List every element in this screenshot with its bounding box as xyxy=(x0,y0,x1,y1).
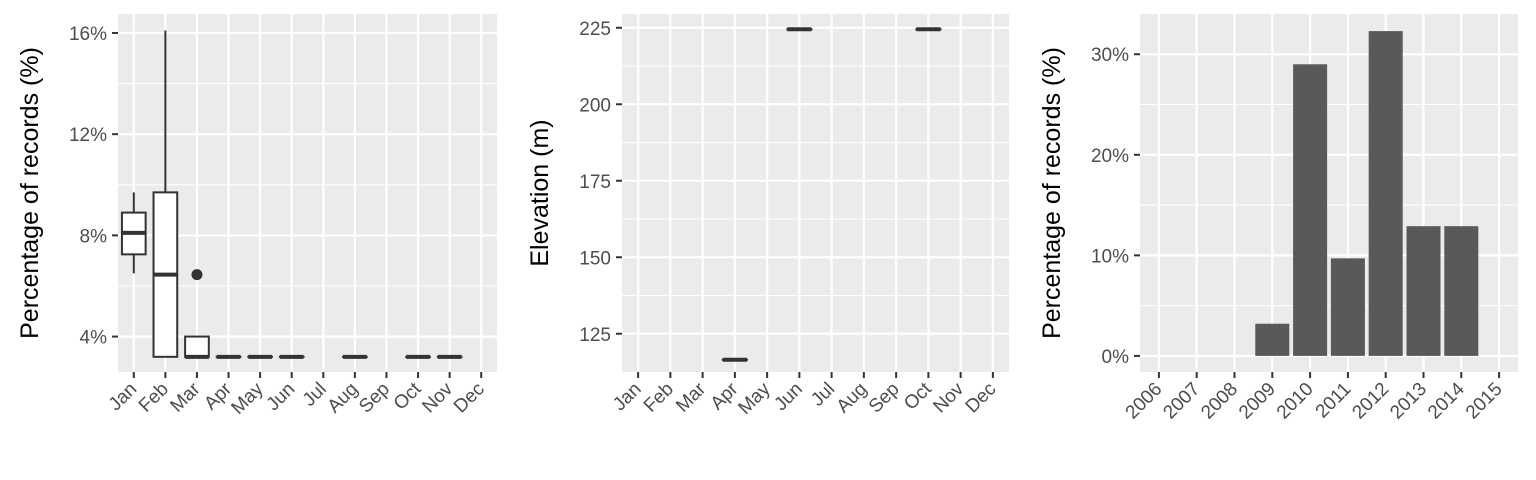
y-tick-label: 175 xyxy=(579,172,611,193)
x-tick-label: Dec xyxy=(962,379,1001,418)
x-tick-label: Sep xyxy=(865,379,904,418)
x-tick-label: 2010 xyxy=(1273,379,1318,424)
x-tick-label: Aug xyxy=(833,379,872,418)
y-tick-label: 4% xyxy=(80,328,108,349)
bar-2014 xyxy=(1444,226,1479,356)
x-tick-label: May xyxy=(227,378,268,419)
y-tick-label: 20% xyxy=(1091,146,1129,167)
x-tick-label: Feb xyxy=(640,379,678,417)
x-tick-label: 2015 xyxy=(1462,379,1507,424)
y-tick-label: 125 xyxy=(579,325,611,346)
y-tick-label: 10% xyxy=(1091,246,1129,267)
x-tick-label: Oct xyxy=(390,378,426,414)
x-tick-label: 2014 xyxy=(1424,378,1469,423)
y-axis-title: Percentage of records (%) xyxy=(16,47,44,339)
y-tick-label: 30% xyxy=(1091,45,1129,66)
x-tick-label: Jul xyxy=(807,379,839,411)
bar-2009 xyxy=(1255,323,1290,356)
y-axis-title: Elevation (m) xyxy=(526,119,554,266)
x-tick-label: 2006 xyxy=(1122,379,1167,424)
x-tick-label: Oct xyxy=(900,378,936,414)
bar-2013 xyxy=(1406,226,1441,356)
x-tick-label: Feb xyxy=(135,379,173,417)
y-tick-label: 12% xyxy=(69,125,107,146)
box-mar xyxy=(184,269,210,359)
y-axis-title: Percentage of records (%) xyxy=(1038,47,1066,339)
x-tick-label: Jun xyxy=(770,379,807,416)
bar-2010 xyxy=(1293,64,1328,356)
x-tick-label: Mar xyxy=(672,378,710,416)
y-tick-label: 225 xyxy=(579,19,611,40)
x-tick-label: 2009 xyxy=(1235,379,1280,424)
x-tick-label: 2012 xyxy=(1348,379,1393,424)
x-tick-label: 2007 xyxy=(1159,379,1204,424)
x-tick-label: Jan xyxy=(105,379,142,416)
y-tick-label: 0% xyxy=(1102,347,1130,368)
plot-panel xyxy=(622,14,1009,372)
yearly-percentage-bar-chart: 0%10%20%30%20062007200820092010201120122… xyxy=(1038,14,1518,423)
x-tick-label: Sep xyxy=(355,379,394,418)
x-tick-label: Mar xyxy=(166,378,204,416)
bar-2011 xyxy=(1330,258,1365,356)
x-tick-label: Dec xyxy=(450,379,489,418)
box-jan xyxy=(120,192,147,274)
x-tick-label: May xyxy=(734,378,775,419)
y-tick-label: 150 xyxy=(579,248,611,269)
x-tick-label: 2008 xyxy=(1197,379,1242,424)
x-tick-label: 2011 xyxy=(1312,379,1356,423)
x-tick-label: Nov xyxy=(929,378,968,417)
x-tick-label: Jan xyxy=(609,379,646,416)
y-tick-label: 16% xyxy=(69,24,107,45)
outlier-point xyxy=(191,269,203,281)
x-tick-label: Nov xyxy=(418,378,457,417)
x-tick-label: 2013 xyxy=(1386,379,1431,424)
plot-panel xyxy=(118,14,497,372)
box-body xyxy=(184,335,210,358)
x-tick-label: Apr xyxy=(707,378,743,414)
bar-2012 xyxy=(1368,31,1403,356)
x-tick-label: Jun xyxy=(263,379,300,416)
box-feb xyxy=(152,30,179,358)
y-tick-label: 8% xyxy=(80,226,108,247)
x-tick-label: Aug xyxy=(324,379,363,418)
y-tick-label: 200 xyxy=(579,95,611,116)
